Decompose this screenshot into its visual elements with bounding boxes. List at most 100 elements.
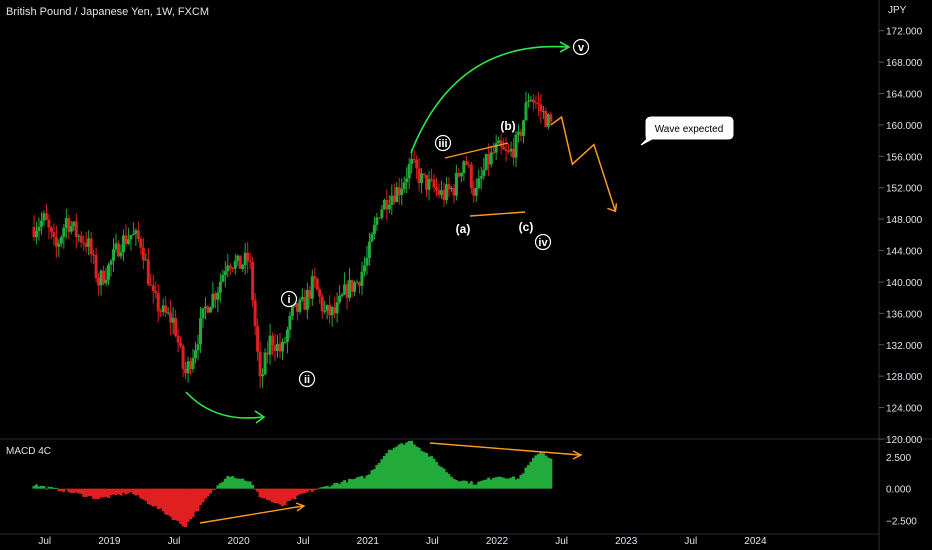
macd-bar (206, 488, 210, 497)
price-tick-label: 168.000 (886, 58, 923, 69)
macd-bar (226, 476, 230, 489)
macd-bar (355, 477, 359, 489)
candle-body (395, 187, 399, 202)
macd-bar (174, 488, 178, 521)
price-tick-label: 164.000 (886, 90, 923, 101)
macd-bar (320, 486, 324, 489)
macd-bar (288, 488, 292, 501)
callout-text: Wave expected (655, 124, 724, 135)
candle-body (464, 161, 468, 165)
macd-bar (504, 478, 508, 489)
macd-bar (524, 467, 528, 489)
macd-bar (293, 488, 297, 500)
candle-body (360, 271, 364, 286)
candle-body (42, 213, 46, 221)
candle-body (218, 281, 222, 293)
macd-bar (489, 479, 493, 489)
candle-body (372, 224, 376, 235)
candle-body (531, 99, 535, 103)
candle-body (308, 290, 312, 299)
candle-body (107, 264, 111, 280)
macd-bar (84, 488, 88, 498)
candle-body (370, 234, 374, 242)
macd-bar (144, 488, 148, 501)
macd-bar (415, 446, 419, 489)
candle-body (357, 282, 361, 286)
candle-body (228, 265, 232, 268)
candle-body (77, 235, 81, 237)
candle-body (92, 254, 96, 256)
wave-label-b: (b) (500, 119, 515, 133)
macd-bar (241, 478, 245, 489)
macd-bar (367, 474, 371, 489)
candle-body (216, 292, 220, 300)
triangle-lower-line (469, 211, 526, 217)
candle-body (59, 237, 63, 244)
macd-bar (198, 488, 202, 505)
macd-bar (308, 488, 312, 491)
candle-body (151, 285, 155, 292)
macd-bar (387, 449, 391, 489)
candle-body (201, 308, 205, 319)
time-tick-label: Jul (684, 536, 697, 547)
candle-body (449, 188, 453, 190)
macd-tick-label: 2.500 (886, 453, 911, 464)
candle-body (44, 213, 48, 220)
macd-bar (375, 465, 379, 489)
candle-body (174, 317, 178, 336)
macd-bar (203, 488, 207, 499)
candle-body (320, 296, 324, 312)
macd-bar (181, 488, 185, 527)
macd-bar (452, 478, 456, 489)
macd-bar (251, 484, 255, 489)
macd-tick-label: −2.500 (886, 516, 917, 527)
candle-body (198, 318, 202, 345)
candle-body (186, 361, 190, 374)
wave-label-ii: ii (304, 374, 310, 386)
macd-bar (39, 485, 43, 489)
candle-body (134, 230, 138, 234)
macd-bar (283, 488, 287, 505)
wave-label-v: v (578, 42, 585, 54)
candle-body (512, 148, 516, 158)
candle-body (57, 243, 61, 247)
candle-body (502, 146, 506, 150)
macd-tick-label: 0.000 (886, 485, 911, 496)
candle-body (146, 259, 150, 285)
macd-bar (487, 477, 491, 489)
price-tick-label: 156.000 (886, 152, 923, 163)
candle-body (313, 276, 317, 279)
triangle-upper-line (444, 142, 509, 159)
macd-bar (519, 474, 523, 489)
macd-bar (102, 488, 106, 498)
macd-bar (263, 488, 267, 499)
candle-body (196, 344, 200, 351)
wave-label-circle (572, 38, 590, 56)
candle-body (39, 220, 43, 227)
macd-bar (176, 488, 180, 521)
candle-body (253, 300, 257, 327)
currency-unit: JPY (888, 5, 907, 16)
time-tick-label: 2022 (486, 536, 509, 547)
time-tick-label: 2023 (615, 536, 638, 547)
candle-body (258, 351, 262, 377)
macd-bar (228, 476, 232, 489)
candle-body (164, 305, 168, 313)
candle-body (521, 120, 525, 136)
macd-bar (136, 488, 140, 496)
projection-path (550, 115, 617, 212)
macd-bar (285, 488, 289, 502)
candle-body (194, 350, 198, 359)
candle-body (171, 317, 175, 323)
candle-body (457, 172, 461, 177)
candle-body (524, 102, 528, 121)
macd-bar (407, 440, 411, 489)
macd-bar (348, 478, 352, 489)
time-tick-label: 2024 (744, 536, 767, 547)
candle-body (375, 217, 379, 225)
candle-body (439, 190, 443, 195)
wave-label-c: (c) (519, 220, 534, 234)
macd-bar (139, 488, 143, 499)
